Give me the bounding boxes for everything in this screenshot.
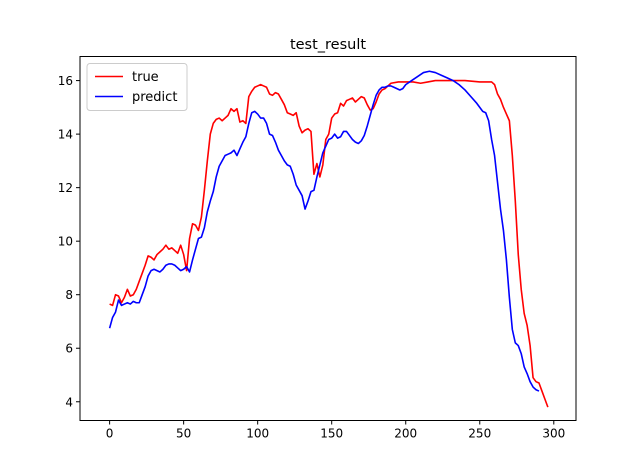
y-tick-label: 8 (65, 288, 73, 302)
x-tick-label: 200 (394, 427, 417, 441)
x-axis: 0 50 100 150 200 250 300 (106, 420, 565, 441)
x-tick-label: 250 (468, 427, 491, 441)
y-tick-label: 16 (58, 74, 73, 88)
x-tick-label: 50 (176, 427, 191, 441)
legend-box (86, 63, 188, 111)
y-tick-label: 4 (65, 395, 73, 409)
plot-frame (79, 56, 577, 421)
series-line-true (109, 79, 549, 408)
series-line-predict (108, 70, 540, 392)
y-tick-label: 14 (58, 128, 73, 142)
chart-title: test_result (290, 37, 366, 53)
legend-label-true: true (132, 70, 159, 85)
y-tick-label: 12 (58, 181, 73, 195)
x-tick-label: 100 (246, 427, 269, 441)
y-tick-label: 10 (58, 235, 73, 249)
legend: true predict (86, 63, 188, 111)
x-tick-label: 150 (320, 427, 343, 441)
y-tick-label: 6 (65, 342, 73, 356)
y-axis: 4 6 8 10 12 14 16 (58, 74, 80, 409)
x-tick-label: 300 (542, 427, 565, 441)
legend-label-predict: predict (132, 90, 177, 105)
x-tick-label: 0 (106, 427, 114, 441)
plot-area (108, 70, 549, 408)
